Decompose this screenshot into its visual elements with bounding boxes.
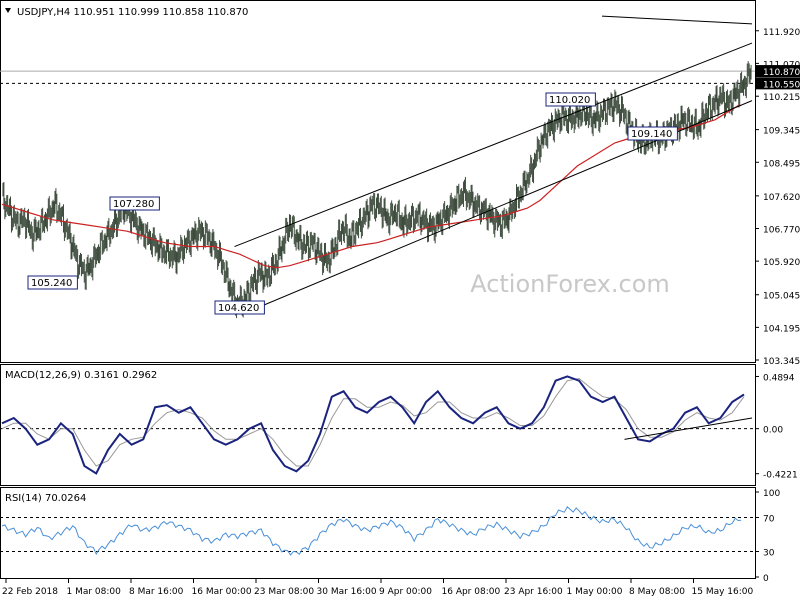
watermark: ActionForex.com bbox=[470, 270, 670, 298]
price-annotation-box bbox=[109, 196, 160, 211]
x-tick-label: 9 Apr 00:00 bbox=[379, 587, 432, 597]
channel-upper-line bbox=[234, 42, 753, 248]
collapse-arrow-icon[interactable] bbox=[5, 8, 11, 13]
rsi-y-tick-label: 70 bbox=[763, 515, 775, 525]
rsi-panel-frame bbox=[0, 487, 756, 579]
x-tick-label: 30 Mar 16:00 bbox=[317, 587, 377, 597]
macd-y-tick-label: -0.4221 bbox=[763, 471, 798, 481]
x-tick-label: 8 May 08:00 bbox=[629, 587, 685, 597]
price-annotation-box bbox=[27, 275, 78, 290]
price-y-tick-label: 105.045 bbox=[763, 292, 800, 302]
x-tick-label: 8 Mar 16:00 bbox=[129, 587, 184, 597]
rsi-line bbox=[1, 506, 742, 556]
x-tick-label: 1 May 00:00 bbox=[567, 587, 623, 597]
price-annotation-box bbox=[545, 92, 596, 107]
price-y-tick-label: 110.215 bbox=[763, 93, 800, 103]
price-y-tick-label: 103.345 bbox=[763, 357, 800, 367]
macd-signal-line bbox=[1, 377, 745, 467]
price-annotation: 109.140 bbox=[631, 129, 672, 140]
x-tick-label: 16 Apr 08:00 bbox=[442, 587, 501, 597]
macd-line bbox=[1, 375, 745, 475]
price-annotation: 107.280 bbox=[113, 199, 154, 210]
level-tag: 110.550 bbox=[763, 80, 800, 90]
level-tag-bg bbox=[756, 77, 800, 90]
price-tag-bg bbox=[756, 65, 800, 78]
rsi-series bbox=[0, 506, 755, 556]
x-tick-label: 22 Feb 2018 bbox=[2, 587, 58, 597]
macd-series bbox=[0, 375, 755, 475]
rsi-y-tick-label: 100 bbox=[763, 489, 780, 499]
macd-panel-frame bbox=[0, 364, 756, 486]
price-annotation: 104.620 bbox=[218, 303, 259, 314]
price-tag: 110.870 bbox=[763, 68, 800, 78]
price-annotation-box bbox=[214, 300, 265, 315]
macd-trendline bbox=[624, 417, 753, 440]
macd-panel-title: MACD(12,26,9) 0.3161 0.2962 bbox=[5, 370, 157, 381]
x-tick-label: 23 Apr 16:00 bbox=[504, 587, 563, 597]
rsi-y-tick-label: 30 bbox=[763, 549, 775, 559]
price-y-tick-label: 108.495 bbox=[763, 159, 800, 169]
resistance-line bbox=[601, 15, 753, 25]
price-y-tick-label: 104.195 bbox=[763, 324, 800, 334]
price-annotation: 105.240 bbox=[31, 278, 72, 289]
x-tick-label: 23 Mar 08:00 bbox=[254, 587, 314, 597]
x-tick-label: 15 May 16:00 bbox=[692, 587, 754, 597]
x-tick-label: 1 Mar 08:00 bbox=[67, 587, 122, 597]
price-y-tick-label: 105.920 bbox=[763, 258, 800, 268]
moving-average-line bbox=[1, 103, 741, 269]
rsi-y-tick-label: 0 bbox=[763, 574, 769, 584]
price-panel-frame bbox=[0, 0, 756, 363]
x-tick-label: 16 Mar 00:00 bbox=[192, 587, 252, 597]
axes: 111.920111.070110.215109.345108.495107.6… bbox=[2, 28, 800, 597]
price-series: 107.280 105.240 104.620 110.020 109.140 bbox=[0, 15, 755, 319]
price-y-tick-label: 109.345 bbox=[763, 127, 800, 137]
macd-y-tick-label: 0.4894 bbox=[763, 373, 795, 383]
price-annotation-box bbox=[627, 126, 678, 141]
rsi-panel-title: RSI(14) 70.0264 bbox=[5, 493, 86, 504]
price-y-tick-label: 111.920 bbox=[763, 28, 800, 38]
price-panel-title: USDJPY,H4 110.951 110.999 110.858 110.87… bbox=[17, 7, 248, 18]
macd-y-tick-label: 0.00 bbox=[763, 426, 783, 436]
price-annotation: 110.020 bbox=[549, 95, 590, 106]
price-y-tick-label: 107.620 bbox=[763, 193, 800, 203]
price-y-tick-label: 106.770 bbox=[763, 225, 800, 235]
